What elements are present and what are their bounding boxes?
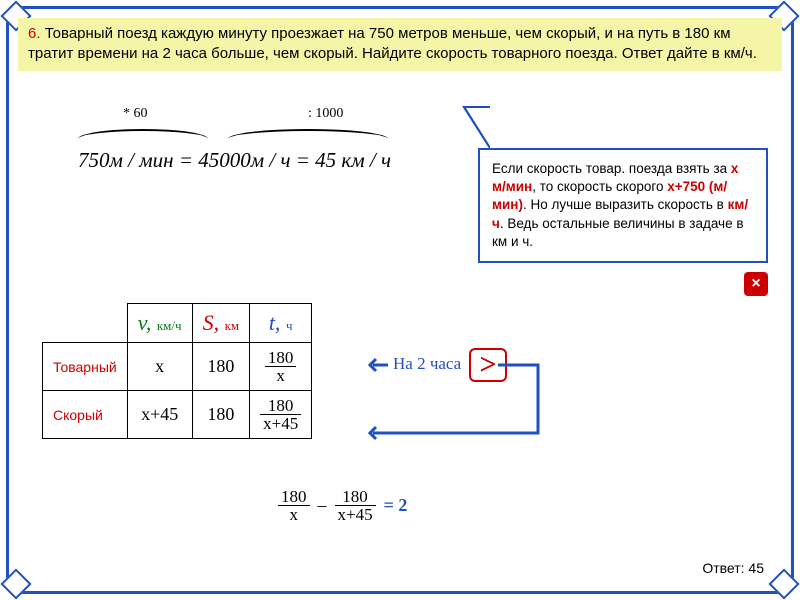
cell-v: х+45 <box>127 391 192 439</box>
conversion-expression: 750м / мин = 45000м / ч = 45 км / ч <box>78 148 391 173</box>
table-empty-header <box>43 304 128 343</box>
header-s: S, км <box>192 304 250 343</box>
cell-v: х <box>127 343 192 391</box>
eq-frac1: 180х <box>278 488 310 523</box>
eq-frac2: 180х+45 <box>335 488 376 523</box>
conv-part3: = 45 км / ч <box>296 148 391 172</box>
conv-part2: = 45000м / ч <box>179 148 291 172</box>
cell-t: 180х+45 <box>250 391 312 439</box>
eq-minus: – <box>318 495 327 516</box>
answer-line: Ответ: 45 <box>702 560 764 576</box>
eq-result: = 2 <box>384 495 408 516</box>
conversion-div-label: : 1000 <box>308 106 343 122</box>
callout-t6: . Ведь остальные величины в задаче в км … <box>492 216 744 249</box>
vst-table: v, км/ч S, км t, ч Товарный х 180 180х С… <box>42 303 312 439</box>
callout-t0: Если скорость товар. поезда взять за <box>492 161 731 176</box>
problem-text: Товарный поезд каждую минуту проезжает н… <box>28 25 757 62</box>
final-equation: 180х – 180х+45 = 2 <box>278 488 407 523</box>
row-label: Скорый <box>43 391 128 439</box>
answer-value: 45 <box>748 560 764 576</box>
table-row: Товарный х 180 180х <box>43 343 312 391</box>
table-row: Скорый х+45 180 180х+45 <box>43 391 312 439</box>
arrow-connector <box>368 353 548 443</box>
cell-s: 180 <box>192 391 250 439</box>
callout-t2: , то скорость скорого <box>532 179 667 194</box>
close-button[interactable]: × <box>744 272 768 296</box>
row-label: Товарный <box>43 343 128 391</box>
conv-part1: 750м / мин <box>78 148 174 172</box>
callout-pointer <box>462 106 490 150</box>
header-v: v, км/ч <box>127 304 192 343</box>
conversion-arc2 <box>228 126 388 144</box>
problem-number: 6. <box>28 25 41 42</box>
problem-statement: 6. Товарный поезд каждую минуту проезжае… <box>18 18 782 71</box>
slide-content: 6. Товарный поезд каждую минуту проезжае… <box>18 18 782 582</box>
cell-t: 180х <box>250 343 312 391</box>
answer-label: Ответ: <box>702 560 748 576</box>
callout-t4: . Но лучше выразить скорость в <box>523 197 728 212</box>
header-t: t, ч <box>250 304 312 343</box>
hint-callout: Если скорость товар. поезда взять за х м… <box>478 148 768 263</box>
cell-s: 180 <box>192 343 250 391</box>
conversion-arc1 <box>78 126 208 144</box>
conversion-mult-label: * 60 <box>123 106 148 122</box>
